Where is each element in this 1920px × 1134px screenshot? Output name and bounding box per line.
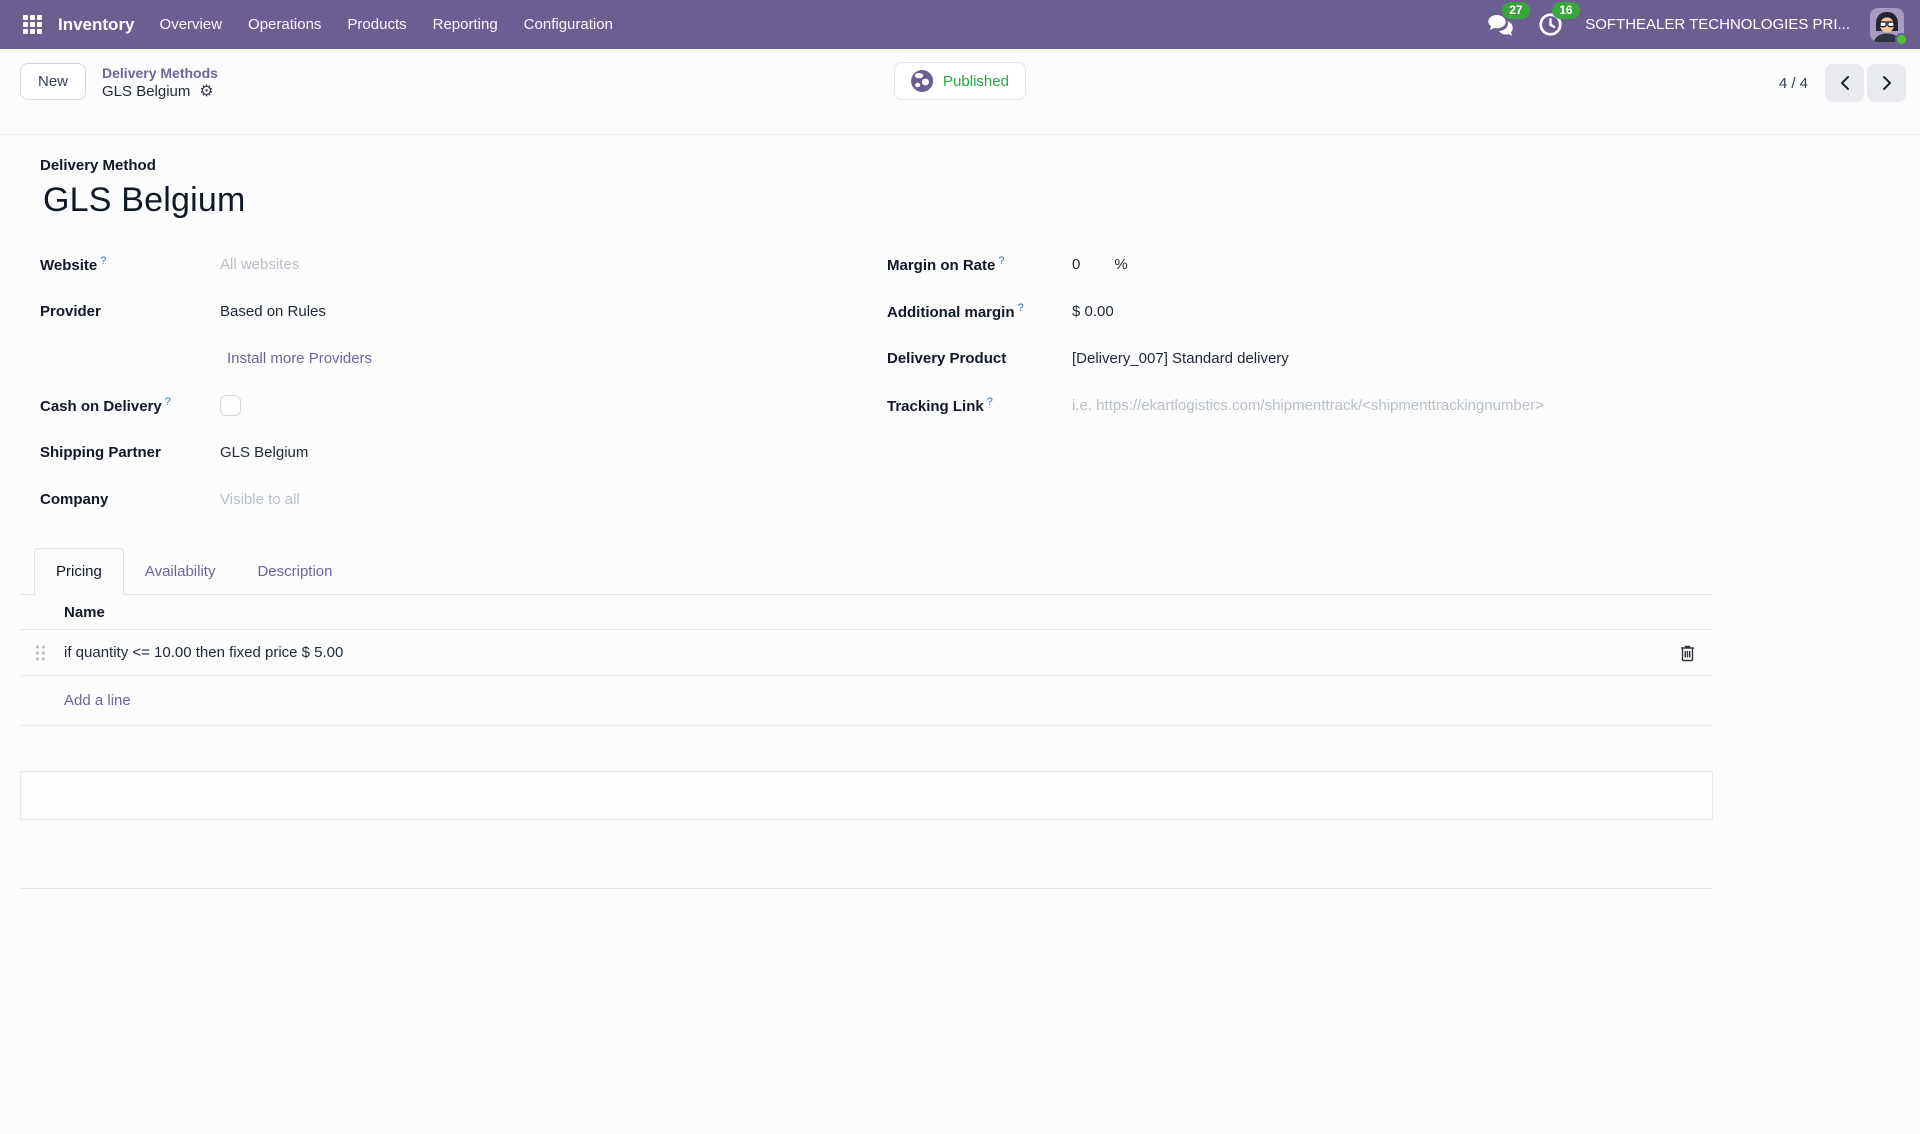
- website-field[interactable]: All websites: [220, 256, 300, 273]
- form-sheet: Delivery Method GLS Belgium Website? All…: [20, 135, 1713, 1134]
- menu-configuration[interactable]: Configuration: [523, 16, 613, 33]
- tracking-link-label: Tracking Link: [887, 398, 984, 415]
- help-icon: ?: [100, 255, 107, 267]
- drag-handle-icon[interactable]: [35, 644, 46, 661]
- top-navbar: Inventory Overview Operations Products R…: [0, 0, 1920, 49]
- help-icon: ?: [986, 396, 993, 408]
- section-divider: [20, 888, 1713, 889]
- tab-pricing[interactable]: Pricing: [34, 548, 124, 595]
- clock-icon: [1539, 13, 1562, 36]
- additional-margin-label: Additional margin: [887, 304, 1015, 321]
- help-icon: ?: [1017, 302, 1024, 314]
- cash-on-delivery-checkbox[interactable]: [220, 395, 241, 416]
- margin-on-rate-label: Margin on Rate: [887, 257, 996, 274]
- tab-availability[interactable]: Availability: [144, 562, 216, 580]
- globe-icon: [911, 70, 934, 92]
- rule-name-cell[interactable]: if quantity <= 10.00 then fixed price $ …: [64, 644, 344, 661]
- pager-previous-button[interactable]: [1825, 64, 1864, 102]
- chevron-left-icon: [1840, 76, 1849, 90]
- new-button[interactable]: New: [20, 63, 87, 100]
- delivery-method-label: Delivery Method: [40, 157, 156, 174]
- field-delivery-product: Delivery Product [Delivery_007] Standard…: [887, 335, 1667, 382]
- pager-next-button[interactable]: [1867, 64, 1906, 102]
- add-a-line-link[interactable]: Add a line: [64, 692, 131, 709]
- delivery-product-label: Delivery Product: [887, 350, 1007, 367]
- navbar-systray: 27 16 SOFTHEALER TECHNOLOGIES PRI...: [1485, 1, 1908, 46]
- pager: 4 / 4: [1779, 64, 1906, 102]
- provider-label: Provider: [40, 303, 101, 320]
- activities-icon[interactable]: 16: [1535, 1, 1580, 40]
- record-title[interactable]: GLS Belgium: [43, 181, 246, 219]
- form-right-column: Margin on Rate? 0 % Additional margin? $…: [887, 241, 1667, 429]
- empty-field-box[interactable]: [20, 771, 1713, 820]
- menu-overview[interactable]: Overview: [159, 16, 223, 33]
- activities-count-badge: 16: [1552, 1, 1580, 19]
- field-website: Website? All websites: [40, 241, 700, 288]
- cash-on-delivery-label: Cash on Delivery: [40, 398, 162, 415]
- website-label: Website: [40, 257, 98, 274]
- grid-icon: [22, 15, 42, 34]
- shipping-partner-label: Shipping Partner: [40, 444, 161, 461]
- main-menu: Overview Operations Products Reporting C…: [147, 9, 626, 40]
- apps-grid-icon[interactable]: [16, 9, 48, 41]
- pricing-rules-table: Name if quantity <= 10.00 then fixed pri…: [20, 595, 1713, 726]
- provider-select[interactable]: Based on Rules: [220, 303, 326, 320]
- field-shipping-partner: Shipping Partner GLS Belgium: [40, 429, 700, 476]
- menu-reporting[interactable]: Reporting: [432, 16, 498, 33]
- install-more-providers-link[interactable]: Install more Providers: [227, 350, 373, 367]
- delivery-product-field[interactable]: [Delivery_007] Standard delivery: [1072, 350, 1289, 367]
- field-additional-margin: Additional margin? $ 0.00: [887, 288, 1667, 335]
- notebook-tabs: Pricing Availability Description: [20, 548, 1713, 595]
- margin-on-rate-input[interactable]: 0: [1072, 256, 1081, 273]
- additional-margin-input[interactable]: $ 0.00: [1072, 303, 1114, 320]
- field-tracking-link: Tracking Link? i.e. https://ekartlogisti…: [887, 382, 1667, 429]
- breadcrumb-delivery-methods[interactable]: Delivery Methods: [102, 65, 218, 81]
- add-a-line-row: Add a line: [20, 676, 1713, 726]
- shipping-partner-field[interactable]: GLS Belgium: [220, 444, 309, 461]
- tab-description[interactable]: Description: [257, 562, 333, 580]
- pager-value: 4 / 4: [1778, 74, 1808, 92]
- form-left-column: Website? All websites Provider Based on …: [40, 241, 700, 523]
- app-name[interactable]: Inventory: [58, 14, 135, 34]
- messages-icon[interactable]: 27: [1485, 1, 1530, 40]
- company-label: Company: [40, 491, 109, 508]
- table-row[interactable]: if quantity <= 10.00 then fixed price $ …: [20, 630, 1713, 676]
- menu-products[interactable]: Products: [347, 16, 407, 33]
- help-icon: ?: [164, 396, 171, 408]
- speech-bubbles-icon: [1488, 14, 1513, 36]
- messages-count-badge: 27: [1502, 1, 1530, 19]
- tracking-link-input[interactable]: i.e. https://ekartlogistics.com/shipment…: [1072, 397, 1544, 414]
- company-field[interactable]: Visible to all: [220, 491, 300, 508]
- chevron-right-icon: [1882, 76, 1891, 90]
- breadcrumb-current-record: GLS Belgium: [102, 83, 191, 101]
- avatar-image: [1870, 7, 1904, 42]
- column-header-name: Name: [20, 595, 1713, 630]
- margin-on-rate-suffix: %: [1114, 256, 1128, 273]
- published-toggle-button[interactable]: Published: [894, 62, 1026, 100]
- field-company: Company Visible to all: [40, 476, 700, 523]
- help-icon: ?: [998, 255, 1005, 267]
- breadcrumb: New Delivery Methods GLS Belgium ⚙: [20, 63, 218, 102]
- menu-operations[interactable]: Operations: [248, 16, 322, 33]
- field-cash-on-delivery: Cash on Delivery?: [40, 382, 700, 429]
- published-status-label: Published: [943, 72, 1009, 90]
- online-status-dot: [1895, 32, 1908, 46]
- trash-icon: [1681, 645, 1694, 661]
- field-install-providers: Install more Providers: [40, 335, 700, 382]
- field-provider: Provider Based on Rules: [40, 288, 700, 335]
- delete-row-icon[interactable]: [1680, 644, 1695, 661]
- company-name[interactable]: SOFTHEALER TECHNOLOGIES PRI...: [1585, 16, 1850, 33]
- user-avatar[interactable]: [1870, 7, 1908, 46]
- gear-icon[interactable]: ⚙: [199, 82, 214, 100]
- field-margin-on-rate: Margin on Rate? 0 %: [887, 241, 1667, 288]
- control-panel: New Delivery Methods GLS Belgium ⚙ Publi…: [0, 49, 1920, 135]
